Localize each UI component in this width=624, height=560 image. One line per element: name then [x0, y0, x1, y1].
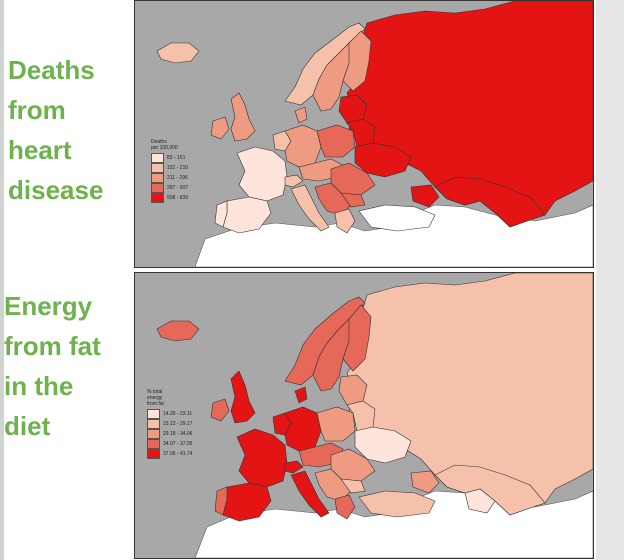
turkey — [358, 490, 436, 518]
switzerland — [284, 460, 304, 474]
ireland — [210, 398, 230, 422]
ukraine — [354, 142, 412, 178]
legend-row: 211 - 296 — [151, 173, 188, 183]
uk — [230, 370, 256, 424]
denmark — [294, 386, 308, 404]
legend-range: 14.26 - 23.11 — [163, 411, 193, 417]
legend-swatch — [151, 173, 164, 183]
bulgaria — [340, 478, 366, 494]
switzerland — [284, 174, 304, 188]
poland — [316, 406, 356, 442]
legend-row: 297 - 507 — [151, 183, 188, 193]
fat-energy-map-svg — [156, 273, 593, 558]
legend-range: 23.12 - 29.17 — [163, 421, 193, 427]
central-asia — [434, 176, 546, 228]
legend-row: 37.06 - 41.74 — [147, 449, 192, 459]
italy — [290, 184, 330, 232]
germany — [284, 406, 322, 452]
france — [236, 428, 288, 488]
heart-disease-label: Deaths from heart disease — [8, 55, 104, 205]
legend-row: 508 - 839 — [151, 193, 188, 203]
frame-left-edge — [0, 0, 4, 560]
legend-range: 37.06 - 41.74 — [163, 451, 193, 457]
legend-swatch — [151, 163, 164, 173]
caucasus — [410, 184, 440, 208]
ukraine — [354, 426, 412, 464]
greece — [334, 494, 356, 520]
germany — [284, 124, 322, 168]
fat-energy-legend: % total energy from fat 14.26 - 23.11 23… — [147, 389, 192, 459]
finland — [342, 304, 372, 372]
central-asia-south — [464, 488, 496, 514]
portugal — [214, 200, 228, 228]
italy — [290, 470, 330, 518]
heart-disease-map-svg — [156, 1, 593, 267]
iceland — [156, 42, 200, 64]
legend-swatch — [147, 429, 160, 439]
legend-range: 29.18 - 34.06 — [163, 431, 193, 437]
france — [236, 146, 288, 202]
legend-swatch — [151, 153, 164, 163]
fat-energy-map: % total energy from fat 14.26 - 23.11 23… — [134, 272, 594, 559]
ireland — [210, 116, 230, 140]
uk — [230, 92, 256, 142]
legend-swatch — [147, 409, 160, 419]
caucasus — [410, 470, 440, 494]
legend-range: 211 - 296 — [167, 175, 188, 181]
legend-range: 152 - 210 — [167, 165, 189, 171]
legend-title: Deaths per 100,000 — [151, 139, 178, 151]
greece — [334, 208, 356, 234]
legend-swatch — [147, 449, 160, 459]
legend-swatch — [147, 439, 160, 449]
legend-range: 34.07 - 37.05 — [163, 441, 193, 447]
denmark — [294, 106, 308, 124]
legend-row: 152 - 210 — [151, 163, 188, 173]
poland — [316, 124, 356, 158]
legend-title: % total energy from fat — [147, 389, 164, 407]
bulgaria — [340, 192, 366, 208]
turkey — [358, 204, 436, 232]
legend-range: 508 - 839 — [167, 195, 189, 201]
legend-range: 297 - 507 — [167, 185, 189, 191]
frame-right-edge — [596, 0, 624, 560]
finland — [342, 30, 372, 92]
fat-energy-label: Energy from fat in the diet — [4, 291, 101, 441]
legend-row: 83 - 151 — [151, 153, 188, 163]
legend-row: 29.18 - 34.06 — [147, 429, 192, 439]
legend-row: 14.26 - 23.11 — [147, 409, 192, 419]
heart-disease-map: Deaths per 100,000 83 - 151 152 - 210 21… — [134, 0, 594, 268]
legend-range: 83 - 151 — [167, 155, 186, 161]
iceland — [156, 320, 200, 342]
legend-row: 23.12 - 29.17 — [147, 419, 192, 429]
portugal — [214, 486, 228, 516]
legend-swatch — [151, 183, 164, 193]
heart-disease-legend: Deaths per 100,000 83 - 151 152 - 210 21… — [151, 139, 188, 203]
legend-swatch — [147, 419, 160, 429]
legend-swatch — [151, 193, 164, 203]
legend-row: 34.07 - 37.05 — [147, 439, 192, 449]
